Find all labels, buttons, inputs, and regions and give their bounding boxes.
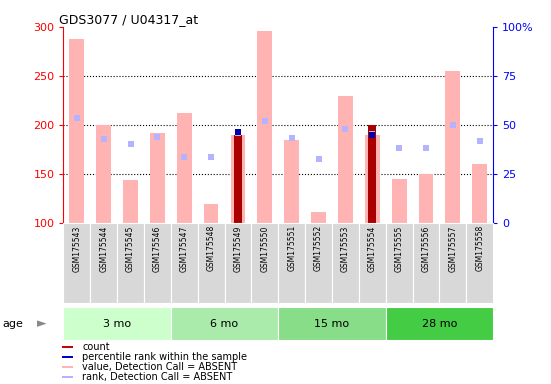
- Bar: [419, 174, 434, 223]
- Bar: [204, 204, 219, 223]
- FancyBboxPatch shape: [332, 223, 359, 303]
- Text: ►: ►: [37, 317, 47, 330]
- Text: GSM175556: GSM175556: [422, 225, 430, 271]
- Bar: [365, 135, 380, 223]
- Text: GSM175546: GSM175546: [153, 225, 162, 271]
- Text: GSM175553: GSM175553: [341, 225, 350, 271]
- Bar: [392, 179, 407, 223]
- Bar: [62, 366, 73, 368]
- Text: GSM175550: GSM175550: [260, 225, 269, 271]
- Text: 28 mo: 28 mo: [422, 318, 457, 329]
- Bar: [123, 180, 138, 223]
- FancyBboxPatch shape: [440, 223, 466, 303]
- Bar: [96, 125, 111, 223]
- Text: rank, Detection Call = ABSENT: rank, Detection Call = ABSENT: [82, 372, 233, 382]
- Bar: [257, 31, 272, 223]
- Bar: [62, 356, 73, 358]
- FancyBboxPatch shape: [225, 223, 251, 303]
- Bar: [338, 96, 353, 223]
- Bar: [234, 135, 242, 223]
- Bar: [63, 307, 171, 340]
- Text: GSM175544: GSM175544: [99, 225, 108, 271]
- FancyBboxPatch shape: [251, 223, 278, 303]
- FancyBboxPatch shape: [171, 223, 198, 303]
- Text: GSM175551: GSM175551: [287, 225, 296, 271]
- FancyBboxPatch shape: [144, 223, 171, 303]
- FancyBboxPatch shape: [90, 223, 117, 303]
- Bar: [284, 141, 299, 223]
- Text: age: age: [3, 318, 24, 329]
- Text: 15 mo: 15 mo: [315, 318, 349, 329]
- Bar: [386, 307, 493, 340]
- Bar: [62, 376, 73, 378]
- Bar: [171, 307, 278, 340]
- Bar: [230, 135, 245, 223]
- Bar: [472, 164, 487, 223]
- Text: GSM175545: GSM175545: [126, 225, 135, 271]
- Text: GSM175555: GSM175555: [395, 225, 404, 271]
- Text: 6 mo: 6 mo: [210, 318, 239, 329]
- Bar: [69, 39, 84, 223]
- FancyBboxPatch shape: [359, 223, 386, 303]
- FancyBboxPatch shape: [305, 223, 332, 303]
- FancyBboxPatch shape: [413, 223, 440, 303]
- Bar: [368, 125, 376, 223]
- FancyBboxPatch shape: [278, 223, 305, 303]
- Text: GDS3077 / U04317_at: GDS3077 / U04317_at: [59, 13, 198, 26]
- Bar: [278, 307, 386, 340]
- Bar: [150, 132, 165, 223]
- Text: value, Detection Call = ABSENT: value, Detection Call = ABSENT: [82, 362, 237, 372]
- FancyBboxPatch shape: [117, 223, 144, 303]
- Text: GSM175543: GSM175543: [72, 225, 82, 271]
- FancyBboxPatch shape: [198, 223, 225, 303]
- Text: GSM175552: GSM175552: [314, 225, 323, 271]
- Text: GSM175554: GSM175554: [368, 225, 377, 271]
- FancyBboxPatch shape: [63, 223, 90, 303]
- FancyBboxPatch shape: [386, 223, 413, 303]
- Text: GSM175557: GSM175557: [449, 225, 457, 271]
- Bar: [62, 346, 73, 348]
- Bar: [445, 71, 460, 223]
- Text: 3 mo: 3 mo: [103, 318, 131, 329]
- Text: GSM175558: GSM175558: [475, 225, 484, 271]
- Text: GSM175548: GSM175548: [207, 225, 215, 271]
- Text: percentile rank within the sample: percentile rank within the sample: [82, 352, 247, 362]
- Bar: [311, 212, 326, 223]
- Text: GSM175549: GSM175549: [234, 225, 242, 271]
- Text: count: count: [82, 342, 110, 352]
- Bar: [177, 113, 192, 223]
- FancyBboxPatch shape: [466, 223, 493, 303]
- Text: GSM175547: GSM175547: [180, 225, 189, 271]
